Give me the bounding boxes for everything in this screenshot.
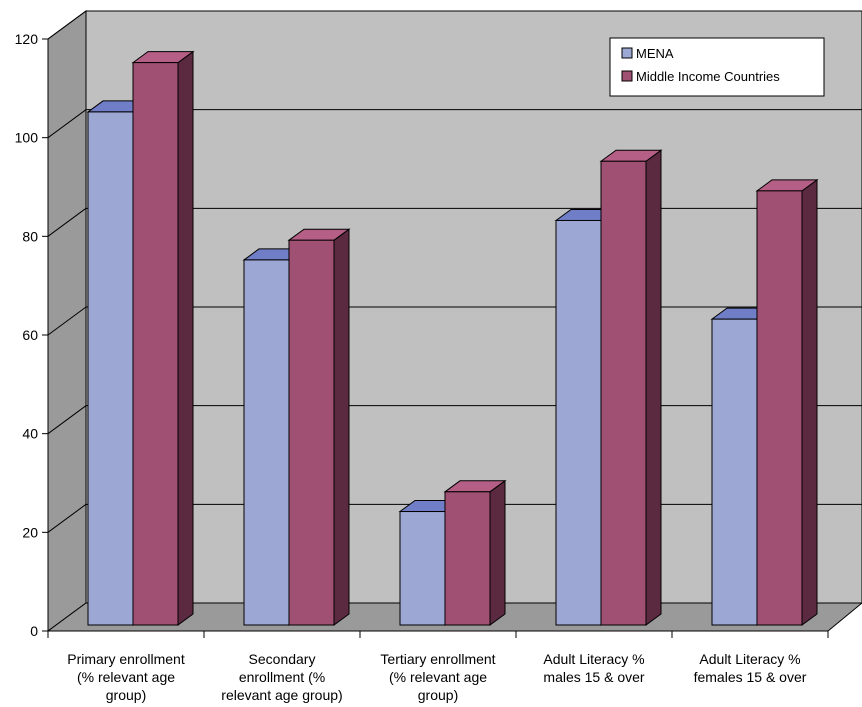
bar-side xyxy=(489,479,506,626)
bar xyxy=(555,219,602,626)
y-tick-label: 40 xyxy=(22,426,38,442)
legend-label: Middle Income Countries xyxy=(636,69,780,84)
bar xyxy=(132,62,179,626)
bar xyxy=(243,259,290,626)
legend-swatch xyxy=(621,70,633,82)
bar xyxy=(444,491,491,626)
y-tick-label: 60 xyxy=(22,327,38,343)
category-label: Adult Literacy % males 15 & over xyxy=(543,651,644,685)
y-tick-label: 80 xyxy=(22,228,38,244)
category-label: Secondary enrollment (% relevant age group… xyxy=(221,651,342,703)
bar xyxy=(600,160,647,626)
bar xyxy=(756,190,803,626)
y-tick-label: 100 xyxy=(15,130,39,146)
category-label: Primary enrollment (% relevant age group) xyxy=(67,651,185,703)
bar xyxy=(288,239,335,626)
bar xyxy=(399,511,446,626)
y-tick-label: 0 xyxy=(30,623,38,639)
category-label: Tertiary enrollment (% relevant age group) xyxy=(380,651,495,703)
bar-side xyxy=(645,149,662,626)
y-tick-label: 120 xyxy=(15,31,39,47)
gridline-side xyxy=(47,109,87,139)
y-tick-label: 20 xyxy=(22,524,38,540)
bar-side xyxy=(801,178,818,626)
bar-side xyxy=(333,228,350,626)
legend xyxy=(609,37,825,97)
gridline-side xyxy=(47,306,87,336)
category-label: Adult Literacy % females 15 & over xyxy=(694,651,807,685)
gridline-side xyxy=(47,10,87,40)
bar xyxy=(87,111,134,626)
bar xyxy=(711,318,758,626)
legend-swatch xyxy=(621,47,633,59)
gridline-side xyxy=(47,503,87,533)
legend-label: MENA xyxy=(636,46,674,61)
bar-side xyxy=(177,50,194,626)
gridline-side xyxy=(47,207,87,237)
gridline-side xyxy=(47,405,87,435)
